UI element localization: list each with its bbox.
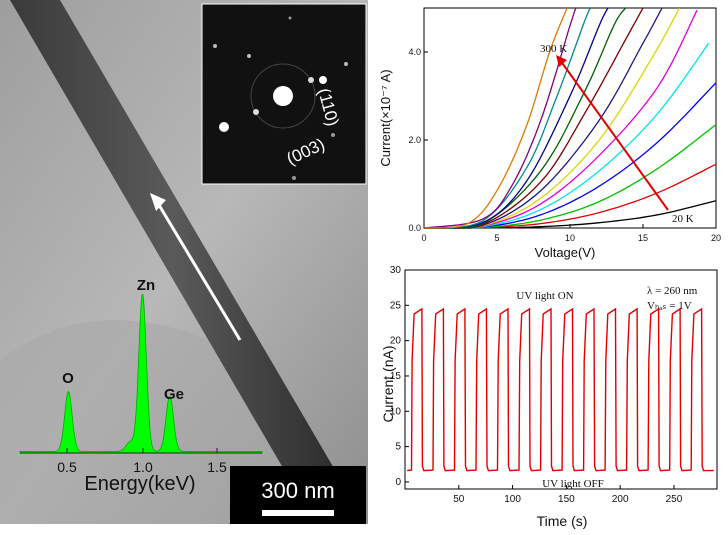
it-ytick-label: 5: [395, 442, 401, 453]
growth-arrow: [154, 199, 242, 341]
iv-xtick-label: 20: [711, 233, 721, 243]
iv-temperature-arrow: [559, 59, 669, 211]
iv-series-line-12: [423, 7, 577, 229]
iv-xtick-label: 15: [638, 233, 648, 243]
saed-center-spot: [273, 86, 293, 106]
it-annotation-wavelength: λ = 260 nm: [647, 285, 698, 297]
it-xtick-label: 200: [612, 494, 629, 505]
it-annotation-bias: Vₕₐₛ = 1V: [647, 300, 692, 312]
it-ytick-label: 10: [390, 406, 402, 417]
tem-image: (110) (003) 0.5 1.0 1.5 Energy(keV) O Zn…: [0, 0, 368, 524]
it-ytick-label: 30: [390, 265, 402, 276]
scale-bar-line: [262, 510, 334, 516]
iv-ylabel: Current(×10⁻⁷ A): [378, 69, 393, 166]
iv-plot-frame: [423, 7, 717, 229]
it-xlabel: Time (s): [537, 513, 588, 529]
iv-series-line-10: [423, 7, 609, 229]
iv-ytick-label: 2.0: [408, 135, 421, 145]
iv-annotation-300K: 300 K: [540, 43, 567, 55]
it-plot-frame: [404, 269, 718, 490]
it-ytick-label: 25: [390, 300, 402, 311]
saed-inset: (110) (003): [201, 3, 367, 185]
nanowire: [10, 0, 335, 480]
iv-xtick-label: 10: [565, 233, 575, 243]
edx-spectrum: [19, 294, 263, 454]
iv-xlabel: Voltage(V): [535, 245, 596, 260]
iv-ytick-label: 4.0: [408, 47, 421, 57]
it-annotation-on: UV light ON: [516, 290, 573, 302]
iv-xtick-label: 0: [421, 233, 426, 243]
it-annotation-off: UV light OFF: [542, 478, 604, 490]
it-series: [407, 307, 714, 472]
iv-ticks: 0 5 10 15 20 0.0 2.0 4.0: [408, 47, 721, 243]
it-ylabel: Current (nA): [380, 345, 396, 422]
edx-tick-1.0: 1.0: [133, 459, 153, 475]
growth-arrow-head: [150, 193, 166, 211]
edx-peak-Zn-label: Zn: [137, 277, 155, 294]
iv-ytick-label: 0.0: [408, 223, 421, 233]
it-ytick-label: 15: [390, 371, 402, 382]
it-chart: 50 100 150 200 250 0 5 10 15 20 25 30 Time (s) Curr…: [380, 265, 718, 529]
it-ticks: 50 100 150 200 250 0 5 10 15 20 25 30: [390, 265, 683, 505]
it-ytick-label: 20: [390, 336, 402, 347]
iv-series-line-9: [424, 7, 627, 229]
iv-series-line-13: [423, 7, 568, 229]
iv-annotation-20K: 20 K: [672, 213, 694, 225]
it-xtick-label: 100: [504, 494, 521, 505]
iv-series-group: [423, 7, 717, 229]
edx-peak-Ge-label: Ge: [164, 386, 184, 403]
edx-inset: 0.5 1.0 1.5 Energy(keV) O Zn Ge: [19, 277, 263, 495]
edx-tick-0.5: 0.5: [57, 459, 77, 475]
iv-temperature-arrow-head: [556, 55, 567, 67]
edx-peak-O-label: O: [62, 370, 74, 387]
edx-xlabel: Energy(keV): [84, 473, 195, 495]
iv-xtick-label: 5: [494, 233, 499, 243]
it-xtick-label: 150: [558, 494, 575, 505]
it-xtick-label: 50: [453, 494, 465, 505]
scale-bar: 300 nm: [230, 466, 366, 524]
it-xtick-label: 250: [666, 494, 683, 505]
edx-tick-1.5: 1.5: [207, 459, 227, 475]
scale-bar-label: 300 nm: [261, 478, 334, 503]
iv-chart: 0 5 10 15 20 0.0 2.0 4.0 Voltage(V) Current(×10…: [378, 7, 721, 260]
iv-series-line-11: [423, 7, 592, 229]
it-ytick-label: 0: [395, 477, 401, 488]
